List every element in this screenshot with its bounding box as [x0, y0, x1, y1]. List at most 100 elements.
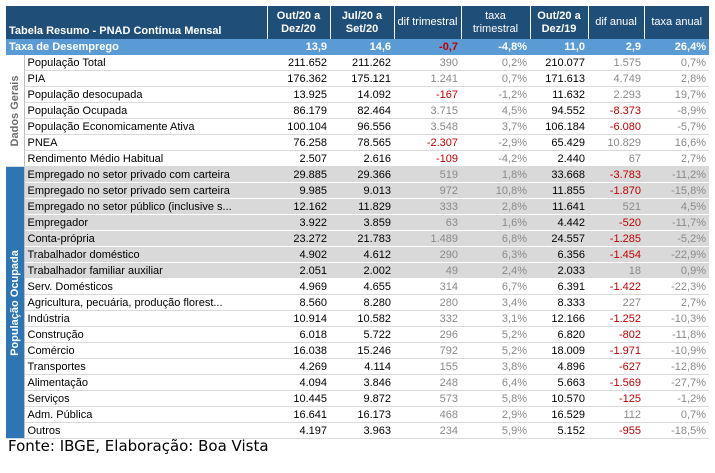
cell-dif-trimestral: 332 — [394, 310, 461, 327]
cell-taxa-trimestral: -1,2% — [461, 86, 530, 103]
cell-taxa-trimestral: 0,2% — [461, 54, 530, 71]
cell-jul20-set20: 15.246 — [330, 342, 394, 359]
row-label: Alimentação — [24, 374, 267, 391]
cell-dif-trimestral: 1.241 — [394, 70, 461, 87]
col-header-jul20-set20: Jul/20 a Set/20 — [329, 6, 394, 39]
row-label: Transportes — [24, 358, 267, 375]
cell-taxa-anual: -1,2% — [644, 390, 709, 407]
cell-dif-trimestral: 63 — [394, 214, 461, 231]
cell-jul20-set20: 14,6 — [330, 39, 394, 55]
table-row: População Ocupada 86.179 82.464 3.715 4,5% 94… — [6, 102, 709, 119]
cell-out20-dez20: 6.018 — [267, 326, 330, 343]
cell-out20-dez19: 5.152 — [530, 422, 588, 439]
cell-taxa-anual: -15,8% — [644, 182, 709, 199]
table-row: Rendimento Médio Habitual 2.507 2.616 -109-… — [6, 150, 709, 167]
cell-out20-dez20: 4.969 — [267, 278, 330, 295]
col-header-taxa-anual: taxa anual — [643, 6, 709, 39]
table-row: População Ocupada Empregado no setor priv… — [6, 166, 709, 439]
cell-out20-dez19: 11.641 — [530, 198, 588, 215]
row-label: Adm. Pública — [24, 406, 267, 423]
row-taxa-desemprego: Taxa de Desemprego 13,9 14,6 -0,7 -4,8% … — [6, 39, 709, 55]
col-header-taxa-trimestral: taxa trimestral — [460, 6, 530, 39]
row-label: Empregado no setor público (inclusive s.… — [24, 198, 267, 215]
cell-dif-anual: -1.422 — [588, 278, 644, 295]
cell-taxa-anual: -18,5% — [644, 422, 709, 439]
cell-taxa-trimestral: 2,8% — [461, 198, 530, 215]
cell-out20-dez20: 12.162 — [267, 198, 330, 215]
cell-dif-trimestral: 573 — [394, 390, 461, 407]
cell-out20-dez20: 16.038 — [267, 342, 330, 359]
table-row: Empregado no setor público (inclusive s.… — [6, 198, 709, 215]
row-label: População Ocupada — [24, 102, 267, 119]
cell-taxa-anual: -22,3% — [644, 278, 709, 295]
cell-out20-dez20: 4.902 — [267, 246, 330, 263]
row-label: PIA — [24, 70, 267, 87]
cell-taxa-anual: 2,7% — [644, 150, 709, 167]
cell-out20-dez20: 8.560 — [267, 294, 330, 311]
cell-out20-dez20: 2.051 — [267, 262, 330, 279]
cell-dif-trimestral: -109 — [394, 150, 461, 167]
cell-out20-dez20: 100.104 — [267, 118, 330, 135]
col-header-out20-dez19: Out/20 a Dez/19 — [529, 6, 588, 39]
cell-dif-anual: 4.749 — [588, 70, 644, 87]
cell-out20-dez20: 4.197 — [267, 422, 330, 439]
table-body: Taxa de Desemprego 13,9 14,6 -0,7 -4,8% … — [6, 39, 709, 439]
cell-out20-dez19: 8.333 — [530, 294, 588, 311]
row-label: Conta-própria — [24, 230, 267, 247]
cell-dif-trimestral: 314 — [394, 278, 461, 295]
cell-jul20-set20: 2.002 — [330, 262, 394, 279]
cell-dif-trimestral: 280 — [394, 294, 461, 311]
cell-dif-trimestral: -2.307 — [394, 134, 461, 151]
cell-out20-dez19: 18.009 — [530, 342, 588, 359]
cell-out20-dez19: 94.552 — [530, 102, 588, 119]
cell-dif-anual: -3.783 — [588, 166, 644, 183]
cell-dif-anual: 112 — [588, 406, 644, 423]
table-row: Agricultura, pecuária, produção florest.… — [6, 294, 709, 311]
cell-jul20-set20: 4.114 — [330, 358, 394, 375]
cell-taxa-trimestral: 10,8% — [461, 182, 530, 199]
header-row: Tabela Resumo - PNAD Contínua Mensal Out… — [6, 6, 709, 39]
cell-jul20-set20: 3.859 — [330, 214, 394, 231]
cell-dif-anual: -1.285 — [588, 230, 644, 247]
cell-out20-dez20: 3.922 — [267, 214, 330, 231]
cell-taxa-anual: -11,8% — [644, 326, 709, 343]
cell-taxa-trimestral: -4,2% — [461, 150, 530, 167]
cell-taxa-anual: -22,9% — [644, 246, 709, 263]
cell-jul20-set20: 96.556 — [330, 118, 394, 135]
cell-taxa-trimestral: 6,3% — [461, 246, 530, 263]
cell-taxa-trimestral: 4,5% — [461, 102, 530, 119]
cell-taxa-trimestral: 5,8% — [461, 390, 530, 407]
cell-dif-trimestral: -167 — [394, 86, 461, 103]
cell-dif-trimestral: 3.548 — [394, 118, 461, 135]
cell-out20-dez19: 24.557 — [530, 230, 588, 247]
cell-dif-anual: -1.454 — [588, 246, 644, 263]
cell-out20-dez20: 86.179 — [267, 102, 330, 119]
cell-dif-trimestral: 1.489 — [394, 230, 461, 247]
cell-taxa-trimestral: 3,8% — [461, 358, 530, 375]
table-row: Comércio 16.038 15.246 792 5,2% 18.009 -1.971-… — [6, 342, 709, 359]
cell-out20-dez19: 16.529 — [530, 406, 588, 423]
col-header-dif-trimestral: dif trimestral — [393, 6, 461, 39]
cell-dif-trimestral: -0,7 — [394, 39, 461, 55]
row-label: Indústria — [24, 310, 267, 327]
cell-jul20-set20: 8.280 — [330, 294, 394, 311]
table-row: Serv. Domésticos 4.969 4.655 314 6,7% 6.391 -1… — [6, 278, 709, 295]
cell-taxa-anual: -12,8% — [644, 358, 709, 375]
cell-out20-dez19: 33.668 — [530, 166, 588, 183]
cell-dif-trimestral: 468 — [394, 406, 461, 423]
cell-dif-trimestral: 248 — [394, 374, 461, 391]
cell-taxa-anual: 4,5% — [644, 198, 709, 215]
table-row: Adm. Pública 16.641 16.173 468 2,9% 16.529 112… — [6, 406, 709, 423]
cell-jul20-set20: 5.722 — [330, 326, 394, 343]
cell-taxa-anual: -10,9% — [644, 342, 709, 359]
cell-dif-trimestral: 333 — [394, 198, 461, 215]
cell-dif-anual: 2.293 — [588, 86, 644, 103]
summary-table: Tabela Resumo - PNAD Contínua Mensal Out… — [6, 6, 709, 439]
cell-out20-dez19: 11.855 — [530, 182, 588, 199]
cell-dif-trimestral: 3.715 — [394, 102, 461, 119]
cell-out20-dez20: 10.914 — [267, 310, 330, 327]
row-label: População Total — [24, 54, 267, 71]
cell-out20-dez20: 176.362 — [267, 70, 330, 87]
cell-jul20-set20: 16.173 — [330, 406, 394, 423]
cell-dif-anual: -125 — [588, 390, 644, 407]
